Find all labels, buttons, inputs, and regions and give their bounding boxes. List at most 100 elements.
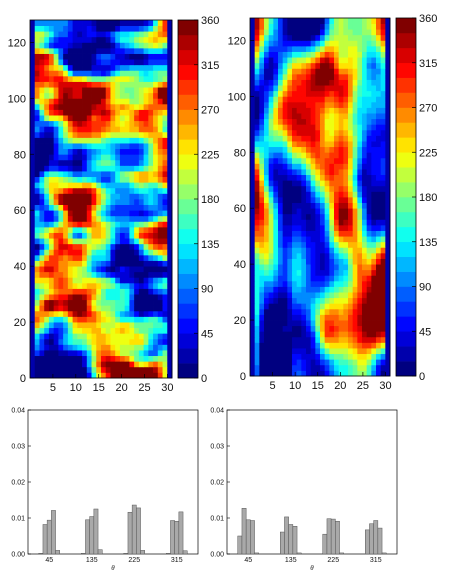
heatmap-cell bbox=[34, 20, 40, 26]
heatmap-cell bbox=[143, 165, 149, 172]
heatmap-cell bbox=[315, 113, 321, 120]
heatmap-cell bbox=[306, 169, 312, 176]
heatmap-cell bbox=[310, 208, 316, 215]
heatmap-cell bbox=[334, 331, 340, 338]
heatmap-cell bbox=[138, 20, 144, 26]
heatmap-cell bbox=[301, 191, 307, 198]
heatmap-cell bbox=[306, 101, 312, 108]
x-tick-label: 20 bbox=[334, 380, 346, 392]
heatmap-cell bbox=[357, 331, 363, 338]
heatmap-cell bbox=[58, 322, 64, 329]
heatmap-cell bbox=[376, 96, 382, 103]
heatmap-cell bbox=[292, 40, 298, 47]
heatmap-cell bbox=[119, 171, 126, 178]
heatmap-cell bbox=[148, 210, 154, 217]
heatmap-cell bbox=[138, 260, 144, 267]
heatmap-cell bbox=[58, 204, 64, 211]
heatmap-cell bbox=[250, 107, 256, 114]
heatmap-cell bbox=[380, 269, 386, 276]
heatmap-cell bbox=[334, 174, 340, 181]
heatmap-cell bbox=[124, 243, 130, 250]
heatmap-cell bbox=[273, 275, 279, 282]
heatmap-cell bbox=[148, 47, 154, 54]
heatmap-cell bbox=[30, 176, 36, 183]
heatmap-cell bbox=[48, 193, 55, 200]
heatmap-cell bbox=[48, 350, 55, 357]
heatmap-cell bbox=[306, 146, 312, 153]
heatmap-cell bbox=[167, 238, 173, 245]
histogram-bar bbox=[136, 507, 141, 555]
heatmap-cell bbox=[58, 305, 64, 312]
heatmap-cell bbox=[157, 260, 163, 267]
heatmap-cell bbox=[105, 81, 111, 88]
heatmap-cell bbox=[115, 232, 121, 239]
heatmap-cell bbox=[352, 62, 358, 69]
heatmap-cell bbox=[86, 137, 92, 144]
heatmap-cell bbox=[39, 25, 45, 32]
heatmap-cell bbox=[362, 62, 368, 69]
heatmap-cell bbox=[315, 364, 321, 371]
heatmap-cell bbox=[362, 258, 368, 265]
heatmap-cell bbox=[268, 45, 274, 52]
heatmap-cell bbox=[86, 42, 92, 49]
heatmap-cell bbox=[348, 342, 354, 349]
heatmap-cell bbox=[250, 141, 256, 148]
heatmap-cell bbox=[264, 236, 270, 243]
heatmap-cell bbox=[320, 252, 326, 259]
heatmap-cell bbox=[348, 85, 354, 92]
heatmap-cell bbox=[96, 199, 102, 205]
heatmap-cell bbox=[268, 68, 274, 75]
heatmap-cell bbox=[48, 165, 55, 172]
heatmap-cell bbox=[105, 75, 111, 82]
heatmap-cell bbox=[34, 47, 40, 54]
colorbar-swatch bbox=[178, 303, 198, 319]
heatmap-cell bbox=[278, 57, 284, 64]
heatmap-cell bbox=[338, 79, 344, 86]
heatmap-cell bbox=[58, 294, 64, 301]
heatmap-cell bbox=[264, 314, 270, 321]
heatmap-cell bbox=[124, 338, 130, 345]
heatmap-cell bbox=[129, 131, 135, 138]
heatmap-cell bbox=[366, 331, 372, 338]
heatmap-cell bbox=[48, 103, 55, 110]
heatmap-cell bbox=[53, 305, 59, 312]
heatmap-cell bbox=[67, 171, 73, 178]
heatmap-cell bbox=[278, 353, 284, 360]
heatmap-cell bbox=[167, 92, 173, 99]
heatmap-cell bbox=[105, 87, 111, 94]
heatmap-cell bbox=[124, 361, 130, 368]
heatmap-cell bbox=[352, 320, 358, 327]
heatmap-cell bbox=[134, 70, 140, 77]
heatmap-cell bbox=[67, 36, 73, 43]
heatmap-cell bbox=[63, 215, 69, 222]
heatmap-cell bbox=[334, 364, 340, 371]
heatmap-cell bbox=[254, 96, 260, 103]
heatmap-cell bbox=[348, 73, 354, 80]
heatmap-cell bbox=[268, 101, 274, 108]
heatmap-cell bbox=[91, 53, 97, 60]
heatmap-cell bbox=[366, 118, 372, 125]
heatmap-cell bbox=[292, 280, 298, 287]
heatmap-cell bbox=[86, 109, 92, 116]
heatmap-cell bbox=[86, 75, 92, 82]
heatmap-cell bbox=[259, 96, 265, 103]
heatmap-cell bbox=[82, 148, 88, 155]
heatmap-cell bbox=[362, 169, 368, 176]
heatmap-cell bbox=[362, 359, 368, 366]
heatmap-cell bbox=[129, 260, 135, 267]
heatmap-cell bbox=[134, 137, 140, 144]
heatmap-cell bbox=[63, 171, 69, 178]
heatmap-cell bbox=[77, 36, 83, 43]
heatmap-cell bbox=[77, 70, 83, 77]
heatmap-cell bbox=[167, 361, 173, 368]
heatmap-cell bbox=[268, 258, 274, 265]
heatmap-cell bbox=[310, 169, 316, 176]
heatmap-cell bbox=[385, 348, 391, 355]
heatmap-cell bbox=[362, 40, 368, 47]
heatmap-cell bbox=[162, 31, 168, 38]
heatmap-cell bbox=[301, 57, 307, 64]
heatmap-cell bbox=[86, 199, 92, 205]
heatmap-cell bbox=[124, 366, 130, 373]
heatmap-cell bbox=[287, 113, 293, 120]
heatmap-cell bbox=[254, 202, 260, 209]
